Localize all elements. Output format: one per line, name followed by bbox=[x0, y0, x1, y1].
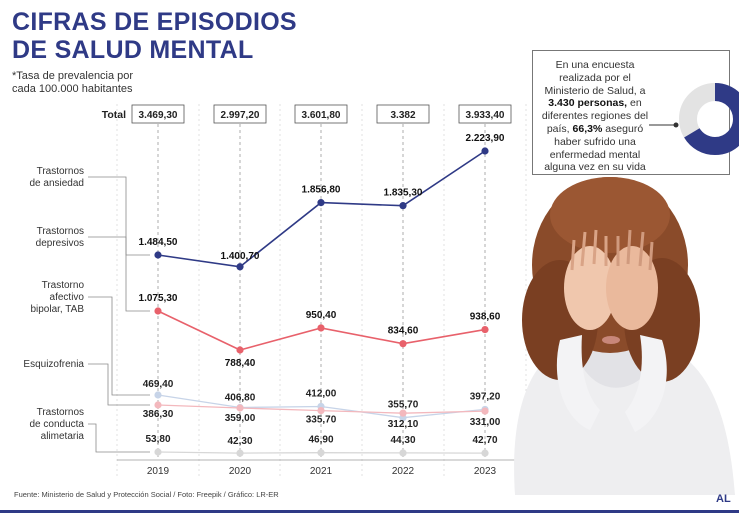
callout-bold-persons: 3.430 personas, bbox=[548, 97, 628, 110]
category-label-0-1: de ansiedad bbox=[30, 178, 85, 189]
data-label-1-0: 1.075,30 bbox=[139, 293, 178, 304]
point-3-3 bbox=[399, 409, 407, 417]
callout-text-after: aseguró haber sufrido una enfermedad men… bbox=[544, 122, 646, 174]
category-label-0-0: Trastornos bbox=[37, 166, 84, 177]
title-line-1: CIFRAS DE EPISODIOS bbox=[12, 8, 297, 36]
data-label-3-1: 359,00 bbox=[225, 413, 256, 424]
donut-chart bbox=[679, 83, 739, 155]
data-label-4-3: 44,30 bbox=[390, 435, 415, 446]
total-value-3: 3.382 bbox=[390, 110, 415, 121]
data-label-2-1: 406,80 bbox=[225, 393, 256, 404]
data-label-1-2: 950,40 bbox=[306, 310, 337, 321]
point-0-4 bbox=[481, 147, 489, 155]
category-connector-2 bbox=[88, 296, 150, 396]
x-tick-3: 2022 bbox=[392, 466, 415, 477]
data-label-4-2: 46,90 bbox=[308, 435, 333, 446]
survey-callout: En una encuesta realizada por el Ministe… bbox=[532, 50, 739, 175]
callout-text-before: En una encuesta realizada por el Ministe… bbox=[544, 59, 646, 97]
data-label-3-0: 386,30 bbox=[143, 409, 174, 420]
category-label-3-0: Esquizofrenia bbox=[23, 359, 84, 370]
callout-text-mid: en diferentes regiones del país, bbox=[541, 97, 649, 135]
callout-bold-percent: 66,3% bbox=[572, 122, 603, 135]
data-label-4-4: 42,70 bbox=[472, 435, 497, 446]
woman-photo bbox=[514, 177, 735, 495]
point-1-0 bbox=[154, 307, 162, 315]
total-box-3 bbox=[376, 104, 430, 124]
source-note: Fuente: Ministerio de Salud y Protección… bbox=[14, 490, 279, 499]
point-1-4 bbox=[481, 325, 489, 334]
total-value-1: 2.997,20 bbox=[221, 110, 260, 121]
series-line-0 bbox=[157, 150, 486, 268]
total-box-0 bbox=[131, 104, 185, 124]
total-box-1 bbox=[213, 104, 267, 124]
x-tick-1: 2020 bbox=[229, 466, 252, 477]
category-label-1-1: depresivos bbox=[36, 238, 84, 249]
total-box-2 bbox=[294, 104, 348, 124]
point-4-2 bbox=[317, 449, 325, 457]
total-label: Total bbox=[102, 109, 126, 121]
x-tick-0: 2019 bbox=[147, 466, 170, 477]
prevalence-note: *Tasa de prevalencia por cada 100.000 ha… bbox=[12, 70, 134, 95]
point-1-2 bbox=[317, 324, 325, 332]
point-1-3 bbox=[399, 340, 407, 348]
point-4-0 bbox=[154, 448, 162, 456]
data-label-2-4: 397,20 bbox=[470, 391, 501, 402]
data-label-2-0: 469,40 bbox=[143, 379, 174, 390]
data-label-2-3: 355,70 bbox=[388, 400, 419, 411]
data-label-4-1: 42,30 bbox=[227, 436, 252, 447]
donut-percent-arc bbox=[679, 83, 739, 155]
category-connector-0 bbox=[88, 176, 150, 256]
data-label-1-1: 788,40 bbox=[225, 358, 256, 369]
category-label-2-1: afectivo bbox=[50, 292, 85, 303]
total-value-2: 3.601,80 bbox=[302, 110, 341, 121]
callout-text: En una encuesta realizada por el Ministe… bbox=[539, 59, 651, 174]
point-2-0 bbox=[154, 391, 162, 399]
point-0-2 bbox=[317, 199, 325, 207]
point-3-4 bbox=[481, 407, 489, 415]
data-label-0-0: 1.484,50 bbox=[139, 237, 178, 248]
category-label-2-0: Trastorno bbox=[42, 280, 85, 291]
total-value-4: 3.933,40 bbox=[466, 110, 505, 121]
title-line-2: DE SALUD MENTAL bbox=[12, 36, 254, 64]
total-box-4 bbox=[458, 104, 512, 124]
data-label-2-2: 412,00 bbox=[306, 388, 337, 399]
data-label-0-4: 2.223,90 bbox=[466, 133, 505, 144]
callout-pointer bbox=[649, 122, 679, 128]
category-connector-4 bbox=[88, 423, 150, 453]
point-4-1 bbox=[236, 449, 244, 457]
chart-title: CIFRAS DE EPISODIOS DE SALUD MENTAL bbox=[12, 8, 297, 64]
data-label-3-2: 335,70 bbox=[306, 415, 337, 426]
bottom-rule bbox=[0, 510, 739, 513]
data-label-1-4: 938,60 bbox=[470, 312, 501, 323]
data-label-4-0: 53,80 bbox=[145, 434, 170, 445]
point-3-1 bbox=[236, 404, 244, 412]
data-label-0-1: 1.400,70 bbox=[221, 251, 260, 262]
category-label-4-0: Trastornos bbox=[37, 407, 84, 418]
point-3-2 bbox=[317, 406, 325, 415]
point-0-1 bbox=[236, 263, 244, 271]
data-label-1-3: 834,60 bbox=[388, 326, 419, 337]
data-label-0-2: 1.856,80 bbox=[302, 185, 341, 196]
category-label-4-2: alimetaria bbox=[41, 431, 85, 442]
point-4-4 bbox=[481, 449, 489, 457]
x-tick-4: 2023 bbox=[474, 466, 497, 477]
data-label-3-4: 331,00 bbox=[470, 417, 501, 428]
category-label-4-1: de conducta bbox=[30, 419, 85, 430]
category-connector-3 bbox=[88, 363, 150, 406]
point-1-1 bbox=[236, 346, 244, 354]
point-3-0 bbox=[154, 401, 162, 409]
point-4-3 bbox=[399, 449, 407, 457]
data-label-3-3: 312,10 bbox=[388, 419, 419, 430]
category-label-1-0: Trastornos bbox=[37, 226, 84, 237]
category-label-2-2: bipolar, TAB bbox=[30, 304, 84, 315]
total-value-0: 3.469,30 bbox=[139, 110, 178, 121]
data-label-0-3: 1.835,30 bbox=[384, 188, 423, 199]
point-0-3 bbox=[399, 202, 407, 210]
point-0-0 bbox=[154, 251, 162, 259]
category-connector-1 bbox=[88, 236, 150, 312]
x-tick-2: 2021 bbox=[310, 466, 333, 477]
brand-logo: AL bbox=[716, 493, 731, 505]
